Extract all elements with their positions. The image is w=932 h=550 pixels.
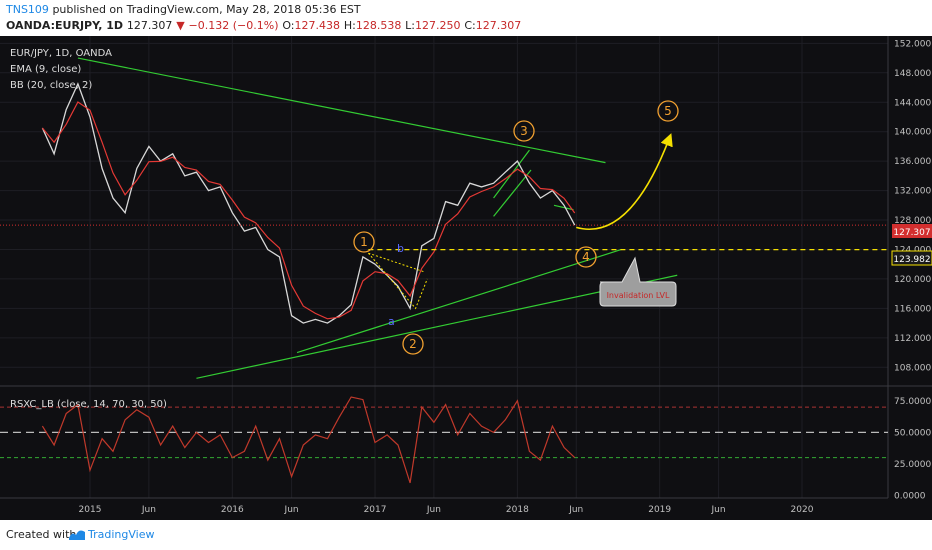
svg-text:152.000: 152.000	[894, 39, 931, 49]
svg-text:123.982: 123.982	[893, 255, 930, 265]
ema-series-line	[41, 101, 576, 320]
svg-text:75.0000: 75.0000	[894, 397, 931, 407]
svg-text:Jun: Jun	[568, 505, 583, 515]
invalidation-text: Invalidation LVL	[607, 291, 670, 300]
created-with-text: Created with	[6, 528, 77, 541]
invalidation-price-label: 123.982	[891, 250, 932, 266]
wave-3-label: 3	[513, 120, 535, 142]
tradingview-link[interactable]: TradingView	[88, 528, 155, 541]
svg-text:108.000: 108.000	[894, 363, 931, 373]
invalidation-callout: Invalidation LVL	[599, 256, 677, 307]
legend-ema: EMA (9, close)	[10, 64, 81, 75]
svg-text:136.000: 136.000	[894, 157, 931, 167]
axes: 152.000 148.000 144.000 140.000 136.000 132.0…	[79, 39, 932, 515]
svg-text:124.000: 124.000	[894, 245, 931, 255]
high-value: 128.538	[355, 19, 402, 32]
chart-background	[0, 36, 932, 520]
legend-bb: BB (20, close, 2)	[10, 80, 92, 91]
close-label: C:	[464, 19, 476, 32]
svg-text:116.000: 116.000	[894, 304, 931, 314]
publish-text: published on TradingView.com, May 28, 20…	[52, 3, 361, 16]
svg-text:2018: 2018	[506, 505, 529, 515]
close-value: 127.307	[475, 19, 522, 32]
svg-text:4: 4	[582, 250, 590, 264]
svg-text:127.307: 127.307	[893, 228, 930, 238]
price-change: −0.132 (−0.1%)	[188, 19, 279, 32]
wave-1-label: 1	[353, 231, 375, 253]
open-label: O:	[282, 19, 295, 32]
svg-text:Jun: Jun	[141, 505, 156, 515]
svg-text:5: 5	[664, 104, 672, 118]
svg-text:128.000: 128.000	[894, 216, 931, 226]
author-link[interactable]: TNS109	[6, 3, 49, 16]
svg-text:120.000: 120.000	[894, 275, 931, 285]
svg-text:2016: 2016	[221, 505, 244, 515]
svg-text:2015: 2015	[79, 505, 102, 515]
last-price-label: 127.307	[892, 224, 932, 238]
symbol-label: OANDA:EURJPY, 1D	[6, 19, 124, 32]
rsi-pane	[0, 396, 888, 484]
footer: Created with TradingView	[0, 520, 932, 550]
open-value: 127.438	[294, 19, 341, 32]
svg-text:112.000: 112.000	[894, 334, 931, 344]
chart-header: TNS109 published on TradingView.com, May…	[0, 0, 932, 36]
price-series-line	[41, 82, 576, 324]
svg-text:50.0000: 50.0000	[894, 428, 931, 438]
svg-text:3: 3	[520, 124, 528, 138]
wave-annotations	[0, 133, 888, 310]
wave-2-label: 2	[402, 333, 424, 355]
svg-text:2020: 2020	[791, 505, 814, 515]
svg-text:Jun: Jun	[284, 505, 299, 515]
svg-text:144.000: 144.000	[894, 98, 931, 108]
wave-5-label: 5	[657, 100, 679, 122]
svg-text:1: 1	[360, 235, 368, 249]
svg-text:0.0000: 0.0000	[894, 491, 926, 501]
trendlines	[77, 57, 678, 379]
svg-text:140.000: 140.000	[894, 128, 931, 138]
svg-text:2017: 2017	[364, 505, 387, 515]
svg-text:Jun: Jun	[426, 505, 441, 515]
wave-b-label: b	[397, 242, 404, 255]
svg-text:2019: 2019	[648, 505, 671, 515]
low-value: 127.250	[415, 19, 461, 32]
tradingview-logo-icon	[69, 530, 85, 540]
svg-text:148.000: 148.000	[894, 69, 931, 79]
last-price: 127.307	[126, 19, 173, 32]
down-arrow-icon: ▼	[176, 19, 185, 32]
ohlc-line: OANDA:EURJPY, 1D 127.307 ▼ −0.132 (−0.1%…	[6, 19, 521, 32]
svg-text:2: 2	[409, 337, 417, 351]
grid-lines	[0, 36, 932, 499]
wave-a-label: a	[388, 315, 395, 328]
svg-text:132.000: 132.000	[894, 187, 931, 197]
low-label: L:	[405, 19, 416, 32]
svg-text:25.0000: 25.0000	[894, 460, 931, 470]
svg-text:Jun: Jun	[711, 505, 726, 515]
publish-info: TNS109 published on TradingView.com, May…	[6, 3, 361, 16]
legend-symbol: EUR/JPY, 1D, OANDA	[10, 48, 112, 59]
wave-4-label: 4	[575, 246, 597, 268]
high-label: H:	[343, 19, 356, 32]
legend-rsi: RSXC_LB (close, 14, 70, 30, 50)	[10, 399, 167, 410]
chart-canvas[interactable]: 152.000 148.000 144.000 140.000 136.000 132.0…	[0, 36, 932, 520]
